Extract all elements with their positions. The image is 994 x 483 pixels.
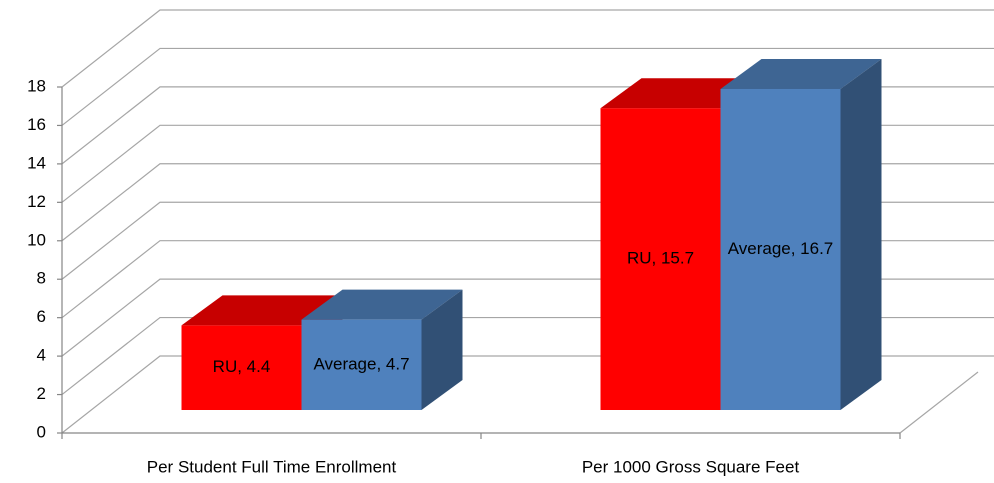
data-label: Average, 16.7 [728,239,834,258]
x-tick-label: Per Student Full Time Enrollment [147,457,397,476]
bar [720,58,882,410]
y-tick-label: 14 [27,153,46,172]
bar-front [181,325,302,410]
bar-top [720,58,882,89]
y-tick-label: 10 [27,230,46,249]
bar [301,289,463,410]
y-tick-label: 2 [37,384,46,403]
grid-line [61,47,994,126]
data-label: Average, 4.7 [313,354,409,373]
y-tick-label: 8 [37,269,46,288]
y-tick-label: 6 [37,307,46,326]
y-tick-label: 0 [37,422,46,441]
floor-edge [899,371,979,434]
x-tick-label: Per 1000 Gross Square Feet [582,457,800,476]
grid-line [61,9,994,88]
y-tick-label: 4 [37,346,46,365]
data-label: RU, 15.7 [627,249,694,268]
y-tick-label: 18 [27,76,46,95]
bar-front [600,108,721,410]
bar-top [181,295,343,326]
bar-side [421,289,463,410]
data-label: RU, 4.4 [213,357,271,376]
y-tick-label: 16 [27,115,46,134]
y-tick-label: 12 [27,192,46,211]
bar-side [840,58,882,410]
bar-front [301,319,422,410]
bar-front [720,88,841,410]
bar-top [301,289,463,320]
